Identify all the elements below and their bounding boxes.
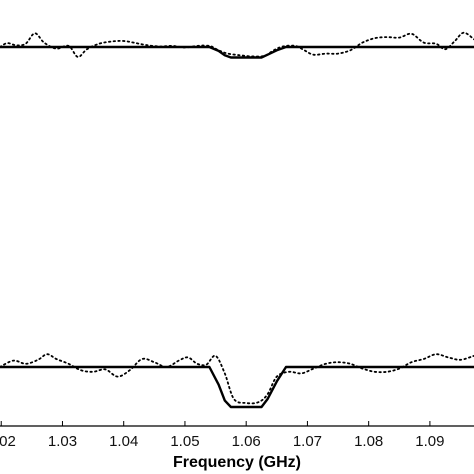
x-tick-label: 1.08 [354, 433, 383, 450]
x-ticks: 1.02 1.03 1.04 1.05 1.06 1.07 1.08 1.09 [0, 421, 445, 450]
lower-solid-series [0, 365, 474, 409]
x-tick-label: 1.06 [232, 433, 261, 450]
x-tick-label: 1.09 [415, 433, 444, 450]
x-tick-label: 1.05 [170, 433, 199, 450]
lower-dotted-series [0, 353, 474, 405]
x-tick-label: 1.02 [0, 433, 16, 450]
series-layer [0, 31, 474, 409]
upper-dotted-series [0, 31, 474, 58]
x-tick-label: 1.07 [293, 433, 322, 450]
x-axis-title: Frequency (GHz) [173, 454, 301, 471]
panel-lower [0, 353, 474, 409]
x-tick-label: 1.04 [109, 433, 138, 450]
panel-upper [0, 31, 474, 59]
upper-solid-series [0, 45, 474, 59]
x-tick-label: 1.03 [48, 433, 77, 450]
